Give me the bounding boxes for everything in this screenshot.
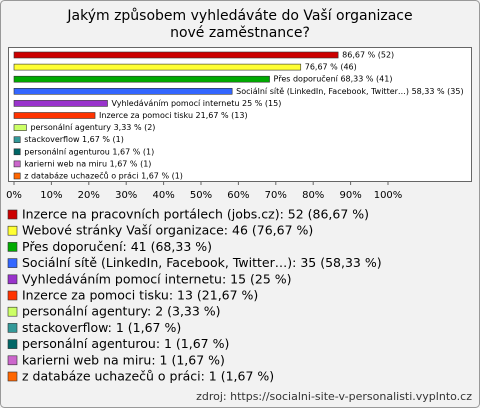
x-tick-label: 70% xyxy=(265,190,287,201)
x-tick-label: 100% xyxy=(374,190,403,201)
legend-label: Vyhledáváním pomocí internetu: 15 (25 %) xyxy=(22,271,292,286)
legend-label: stackoverflow: 1 (1,67 %) xyxy=(22,320,181,335)
bar xyxy=(13,160,21,168)
legend-swatch xyxy=(7,242,18,252)
bar-value-label: personální agentury 3,33 % (2) xyxy=(30,123,155,132)
legend-swatch xyxy=(7,306,18,317)
bar-value-label: stackoverflow 1,67 % (1) xyxy=(24,135,124,144)
x-tick-label: 60% xyxy=(227,190,249,201)
x-tick-label: 40% xyxy=(152,190,174,201)
x-tick-label: 30% xyxy=(115,190,137,201)
source: zdroj: https://socialni-site-v-personali… xyxy=(196,390,472,403)
bar-value-label: z databáze uchazečů o práci 1,67 % (1) xyxy=(24,171,183,181)
legend-swatch xyxy=(7,209,18,220)
bar-value-label: 86,67 % (52) xyxy=(342,51,394,60)
bar xyxy=(13,75,270,83)
bar-value-label: karierni web na miru 1,67 % (1) xyxy=(24,159,151,168)
bar-value-label: Inzerce za pomoci tisku 21,67 % (13) xyxy=(99,111,248,120)
legend-swatch xyxy=(7,258,18,268)
legend-swatch xyxy=(7,290,18,301)
bar xyxy=(13,112,96,119)
bar-value-label: Přes doporučení 68,33 % (41) xyxy=(274,74,393,84)
bar xyxy=(13,148,21,156)
bar xyxy=(13,51,339,59)
legend-swatch xyxy=(7,371,18,382)
bar-value-label: Vyhledáváním pomocí internetu 25 % (15) xyxy=(112,99,282,108)
bar xyxy=(13,100,108,107)
legend-label: Webové stránky Vaší organizace: 46 (76,6… xyxy=(22,223,313,238)
legend-label: Inzerce na pracovních portálech (jobs.cz… xyxy=(22,207,369,222)
x-tick-label: 0% xyxy=(6,190,22,201)
bar xyxy=(13,63,302,71)
x-tick-label: 80% xyxy=(302,190,324,201)
legend-swatch xyxy=(7,274,18,285)
legend-label: z databáze uchazečů o práci: 1 (1,67 %) xyxy=(22,369,274,384)
bar xyxy=(13,136,21,143)
legend-swatch xyxy=(7,339,18,349)
bar xyxy=(13,124,27,131)
legend-label: Přes doporučení: 41 (68,33 %) xyxy=(22,239,212,254)
legend-swatch xyxy=(7,355,18,366)
bar-value-label: Sociální sítě (LinkedIn, Facebook, Twitt… xyxy=(236,87,463,96)
bar xyxy=(13,88,233,95)
x-tick-label: 20% xyxy=(78,190,100,201)
chart-title: Jakým způsobem vyhledáváte do Vaší organ… xyxy=(67,8,413,41)
bar-value-label: 76,67 % (46) xyxy=(305,63,357,72)
legend-label: Sociální sítě (LinkedIn, Facebook, Twitt… xyxy=(22,255,382,270)
x-tick-label: 90% xyxy=(339,190,361,201)
legend-label: karierni web na miru: 1 (1,67 %) xyxy=(22,352,225,367)
bar-value-label: personální agenturou 1,67 % (1) xyxy=(24,147,154,156)
x-tick-label: 50% xyxy=(190,190,212,201)
legend-label: personální agentury: 2 (3,33 %) xyxy=(22,304,221,319)
legend-swatch xyxy=(7,225,18,236)
legend-label: personální agenturou: 1 (1,67 %) xyxy=(22,336,229,351)
x-tick-label: 10% xyxy=(40,190,62,201)
legend-swatch xyxy=(7,323,18,333)
bar xyxy=(13,172,21,180)
legend-label: Inzerce za pomoci tisku: 13 (21,67 %) xyxy=(22,288,258,303)
